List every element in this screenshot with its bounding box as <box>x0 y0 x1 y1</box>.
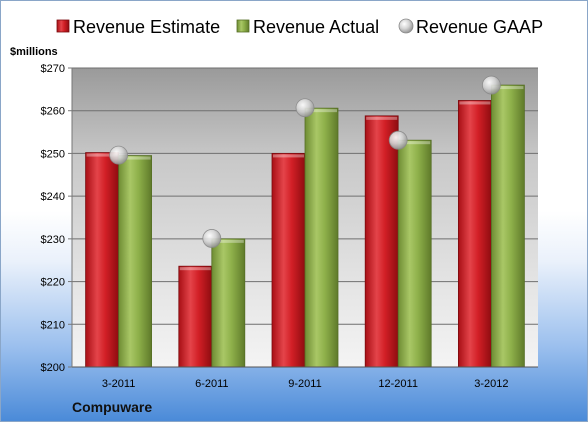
y-tick-label: $200 <box>41 362 65 374</box>
bar <box>490 84 525 368</box>
y-axis-ticks: $200 $210 $220 $230 $240 $250 $260 $270 <box>41 63 72 374</box>
gaap-marker <box>202 229 222 248</box>
y-tick-label: $220 <box>41 277 65 289</box>
gaap-marker <box>481 75 501 95</box>
bar-actual <box>490 84 525 368</box>
x-tick-label: 12-2011 <box>378 378 418 390</box>
bar <box>457 100 492 368</box>
y-tick-label: $270 <box>41 63 65 75</box>
bar-actual <box>118 155 152 368</box>
legend-item: Revenue Actual <box>236 17 379 37</box>
legend-swatch <box>398 18 414 34</box>
bar-highlight <box>273 154 304 158</box>
legend-swatch <box>56 19 70 33</box>
bar-actual <box>397 139 432 368</box>
bar-actual <box>211 238 246 368</box>
bar <box>364 115 399 368</box>
y-tick-label: $250 <box>41 148 65 160</box>
bar-highlight <box>399 141 431 145</box>
legend-label: Revenue GAAP <box>416 17 543 37</box>
y-axis-unit-label: $millions <box>10 46 58 58</box>
legend-label: Revenue Actual <box>253 17 379 37</box>
bar-highlight <box>459 101 491 105</box>
gaap-markers <box>109 75 501 248</box>
gaap-marker <box>388 130 408 150</box>
bar <box>118 155 152 368</box>
y-tick-label: $240 <box>41 191 65 203</box>
x-axis-ticks: 3-2011 6-2011 9-2011 12-2011 3-2012 <box>102 378 509 390</box>
x-tick-label: 3-2011 <box>102 378 135 390</box>
legend-label: Revenue Estimate <box>73 17 220 37</box>
legend-item: Revenue GAAP <box>398 17 543 37</box>
bar-highlight <box>119 156 151 160</box>
bar-highlight <box>179 267 211 271</box>
bar-estimate <box>457 100 492 368</box>
x-tick-label: 3-2012 <box>474 378 508 390</box>
bar-estimate <box>85 152 119 368</box>
bar-estimate <box>178 265 213 368</box>
bar-estimate <box>364 115 399 368</box>
bar-estimate <box>271 153 306 368</box>
legend-item: Revenue Estimate <box>56 17 220 37</box>
legend: Revenue Estimate Revenue Actual Revenue GA… <box>56 17 543 37</box>
bar <box>397 139 432 368</box>
bar <box>178 265 213 368</box>
bar <box>271 153 306 368</box>
bars <box>85 84 525 368</box>
bar-highlight <box>492 86 524 90</box>
gaap-marker <box>109 145 128 165</box>
y-tick-label: $260 <box>41 106 65 118</box>
bar <box>211 238 246 368</box>
gaap-marker <box>295 98 315 118</box>
bar-highlight <box>366 116 398 120</box>
bar <box>304 107 339 368</box>
bar-highlight <box>86 153 118 157</box>
y-tick-label: $210 <box>41 319 65 331</box>
company-name: Compuware <box>72 399 152 415</box>
y-tick-label: $230 <box>41 234 65 246</box>
bar-highlight <box>212 239 244 243</box>
bar <box>85 152 119 368</box>
x-tick-label: 6-2011 <box>195 378 228 390</box>
legend-swatch <box>236 19 250 33</box>
bar-actual <box>304 107 339 368</box>
bar-highlight <box>306 109 337 113</box>
x-tick-label: 9-2011 <box>288 378 321 390</box>
